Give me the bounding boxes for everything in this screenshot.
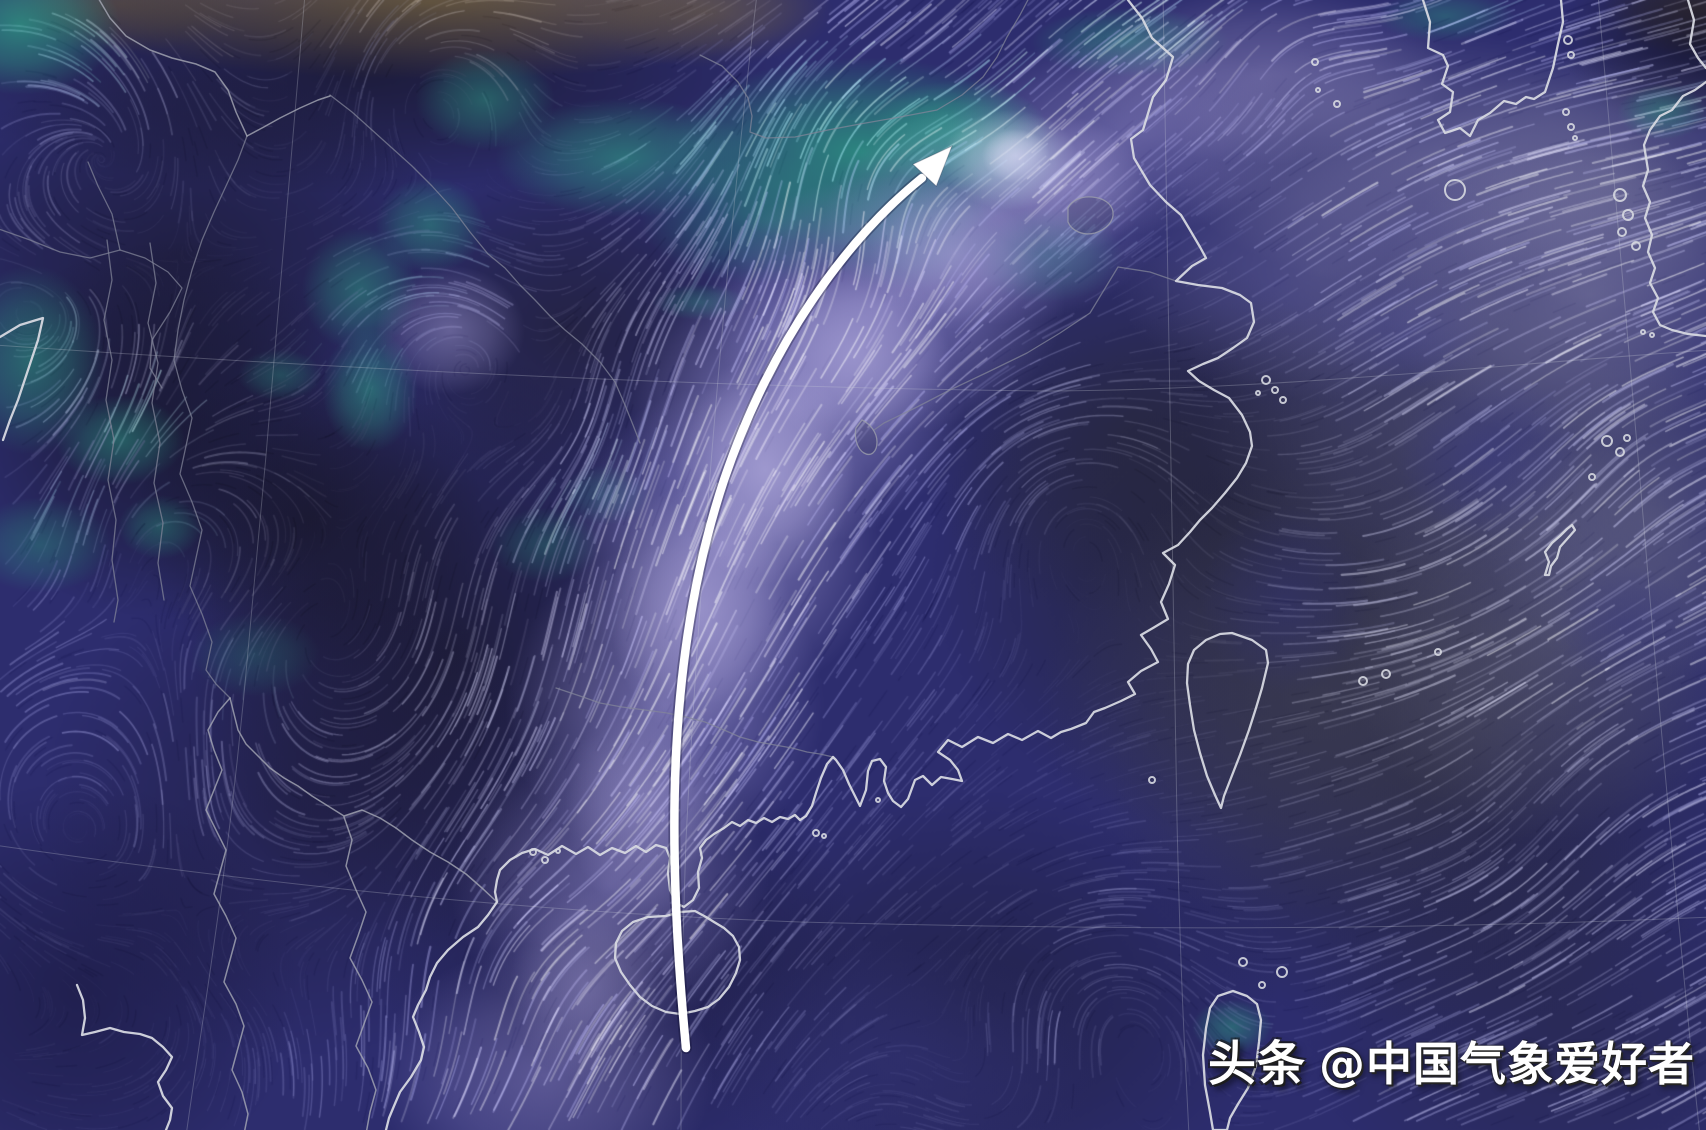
border-line (205, 697, 249, 1130)
border-line (343, 816, 377, 1130)
island (1315, 87, 1321, 93)
trajectory-arrow-head (912, 145, 953, 187)
island (1572, 135, 1578, 141)
island (1261, 375, 1271, 385)
trajectory-arrow-shaft (670, 173, 927, 1053)
island (1562, 108, 1570, 116)
river-line (173, 135, 248, 699)
island (1649, 332, 1655, 338)
island-taiwan (1185, 631, 1270, 810)
island (875, 797, 881, 803)
watermark-brand: 头条 (1208, 1036, 1307, 1092)
parallel-line (0, 845, 1706, 929)
island (1255, 390, 1261, 396)
island-hainan (613, 909, 742, 1016)
island (555, 848, 561, 854)
trajectory-arrow (668, 145, 953, 1054)
trajectory-arrow-shadow (668, 172, 928, 1054)
meridian-line (680, 0, 757, 1130)
border-line (246, 95, 331, 137)
island (1588, 473, 1596, 481)
island (812, 829, 820, 837)
island (1434, 648, 1442, 656)
island (1333, 100, 1341, 108)
island (821, 833, 827, 839)
island (1613, 188, 1627, 202)
island-okinawa (1543, 523, 1577, 577)
river-line (87, 161, 121, 251)
border-line (98, 0, 248, 137)
small-islands (529, 35, 1655, 989)
island (1631, 241, 1641, 251)
watermark-handle: @中国气象爱好者 (1319, 1037, 1696, 1091)
island (1258, 981, 1266, 989)
border-line (229, 697, 498, 903)
island (541, 856, 549, 864)
island (1311, 58, 1319, 66)
island (1640, 329, 1646, 335)
coastline-vietnam (75, 983, 174, 1130)
island (1601, 435, 1613, 447)
island (1444, 179, 1466, 201)
coastline-korea (1421, 0, 1565, 138)
rivers (0, 0, 1177, 758)
watermark: 头条 @中国气象爱好者 (1208, 1040, 1695, 1088)
island (1279, 396, 1287, 404)
meridian-line (1598, 0, 1700, 1130)
island (1615, 447, 1625, 457)
island (1563, 35, 1573, 45)
borders (98, 0, 498, 1130)
river-line (555, 687, 834, 758)
river-line (699, 0, 1029, 139)
parallel-line (0, 344, 1706, 392)
island (1622, 209, 1634, 221)
island (529, 848, 537, 856)
lakes (854, 196, 1114, 456)
river-line (329, 94, 641, 444)
island (1623, 434, 1631, 442)
lake-poyang (854, 419, 878, 456)
lake-nw (0, 316, 45, 442)
island-luzon (1201, 989, 1263, 1130)
coastline-china (384, 0, 1256, 1130)
coastline-kyushu-north (1686, 0, 1706, 70)
coastline-kyushu (1641, 80, 1706, 338)
river-line (873, 266, 1177, 431)
river-line (147, 242, 165, 601)
island (1567, 123, 1575, 131)
island (1358, 676, 1368, 686)
island (1271, 386, 1279, 394)
river-line (0, 228, 183, 389)
island (1238, 957, 1248, 967)
island (1567, 51, 1575, 59)
lake-tai (1067, 196, 1114, 235)
island (1276, 966, 1288, 978)
island (1617, 227, 1627, 237)
river-line (103, 239, 119, 623)
island (1148, 776, 1156, 784)
island (1381, 669, 1391, 679)
meridian-line (186, 0, 306, 1130)
